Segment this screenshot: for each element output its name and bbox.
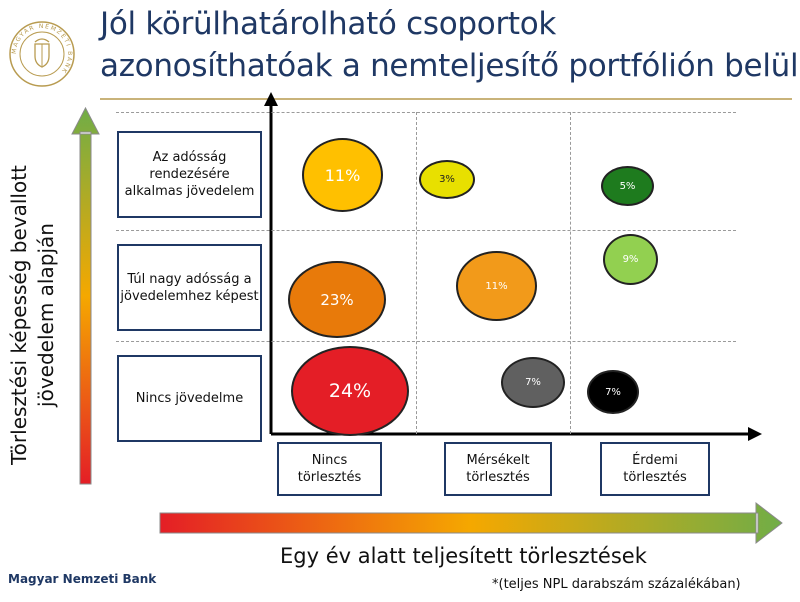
grid-horizontal-1 bbox=[116, 112, 736, 113]
column-label-text: Érdemi törlesztés bbox=[623, 453, 687, 485]
row-label-text: Túl nagy adósság a jövedelemhez képest bbox=[120, 271, 259, 304]
bubble-value: 11% bbox=[485, 280, 508, 292]
bubble-value: 24% bbox=[328, 380, 372, 402]
bubble-row3-col3: 7% bbox=[587, 370, 639, 414]
y-axis-arrowhead bbox=[264, 92, 278, 106]
bubble-row3-col2: 7% bbox=[501, 357, 565, 408]
bank-name: Magyar Nemzeti Bank bbox=[8, 572, 157, 586]
column-label-text: Nincs törlesztés bbox=[297, 453, 362, 485]
grid-horizontal-3 bbox=[116, 341, 736, 342]
row-label-text: Nincs jövedelme bbox=[135, 391, 244, 406]
grid-vertical-1 bbox=[416, 112, 417, 434]
title-divider bbox=[100, 98, 792, 100]
row-label-no-income: Nincs jövedelme bbox=[117, 355, 262, 442]
row-label-too-much-debt: Túl nagy adósság a jövedelemhez képest bbox=[117, 244, 262, 331]
bubble-row1-col1: 11% bbox=[302, 138, 383, 212]
title-line-1: Jól körülhatárolható csoportok bbox=[100, 6, 557, 42]
bubble-value: 9% bbox=[622, 254, 639, 265]
bubble-row3-col1: 24% bbox=[291, 346, 409, 436]
grid-horizontal-2 bbox=[116, 230, 736, 231]
footnote: *(teljes NPL darabszám százalékában) bbox=[492, 577, 741, 592]
bubble-value: 23% bbox=[320, 290, 354, 309]
vertical-gradient-arrow bbox=[71, 106, 100, 485]
column-label-text: Mérsékelt törlesztés bbox=[466, 453, 530, 485]
bubble-row2-col3: 9% bbox=[603, 234, 658, 285]
bubble-value: 3% bbox=[439, 174, 455, 185]
column-label-moderate-repayment: Mérsékelt törlesztés bbox=[444, 442, 552, 496]
bubble-row2-col2: 11% bbox=[456, 251, 537, 321]
horizontal-gradient-arrow bbox=[159, 501, 783, 545]
bubble-value: 11% bbox=[324, 165, 361, 185]
bubble-row1-col3: 5% bbox=[601, 166, 654, 206]
row-label-text: Az adósság rendezésére alkalmas jövedele… bbox=[124, 150, 255, 199]
column-label-no-repayment: Nincs törlesztés bbox=[277, 442, 382, 496]
grid-vertical-2 bbox=[570, 112, 571, 434]
bubble-value: 7% bbox=[605, 386, 621, 398]
column-label-substantial-repayment: Érdemi törlesztés bbox=[600, 442, 710, 496]
x-axis-arrowhead bbox=[748, 427, 762, 441]
x-axis-label: Egy év alatt teljesített törlesztések bbox=[280, 544, 647, 568]
bubble-row1-col2: 3% bbox=[419, 160, 475, 199]
mnb-seal-logo: MAGYAR NEMZETI BANK bbox=[9, 21, 75, 87]
row-label-debt-settlement: Az adósság rendezésére alkalmas jövedele… bbox=[117, 131, 262, 218]
bubble-value: 7% bbox=[525, 377, 541, 388]
bubble-value: 5% bbox=[619, 180, 636, 192]
bubble-row2-col1: 23% bbox=[288, 261, 386, 338]
title-line-2: azonosíthatóak a nemteljesítő portfólión… bbox=[100, 48, 799, 84]
y-axis-label: Törlesztési képesség bevallott jövedelem… bbox=[7, 165, 58, 465]
